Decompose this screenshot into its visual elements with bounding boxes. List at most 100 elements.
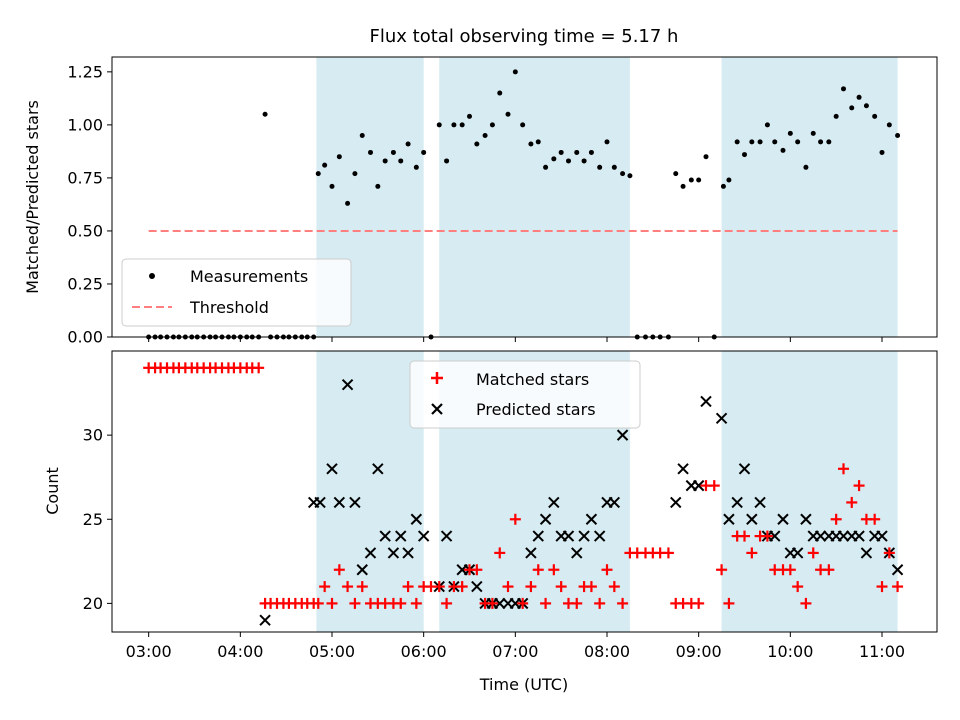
predicted-stars-point bbox=[364, 547, 377, 559]
bottom-axes-frame bbox=[111, 350, 938, 633]
y-tick-label: 20 bbox=[83, 594, 103, 613]
predicted-stars-point bbox=[769, 530, 781, 542]
predicted-stroke bbox=[314, 496, 326, 509]
matched-stars-point bbox=[471, 564, 483, 576]
measurement-point bbox=[574, 149, 580, 155]
predicted-stroke bbox=[578, 530, 590, 542]
matched-stars-point bbox=[594, 597, 606, 609]
measurement-point bbox=[588, 149, 594, 155]
x-tick-label: 08:00 bbox=[584, 642, 630, 661]
matched-stars-point bbox=[723, 597, 735, 609]
predicted-stars-point bbox=[562, 530, 575, 542]
matched-stars-point bbox=[761, 530, 773, 542]
predicted-stroke bbox=[494, 597, 506, 610]
predicted-stars-point bbox=[471, 580, 483, 593]
predicted-stars-point bbox=[715, 412, 728, 425]
top-legend-box bbox=[121, 258, 352, 327]
measurement-point bbox=[749, 139, 755, 145]
measurement-point bbox=[329, 183, 335, 189]
matched-stars-point bbox=[326, 597, 338, 609]
predicted-stars-point bbox=[692, 479, 705, 492]
measurement-point bbox=[444, 158, 450, 164]
matched-stars-point bbox=[800, 597, 812, 609]
predicted-stars-point bbox=[837, 530, 850, 542]
matched-stars-point bbox=[716, 564, 728, 576]
predicted-stroke bbox=[814, 530, 827, 542]
predicted-stars-point bbox=[754, 496, 766, 509]
legend-threshold-label: Threshold bbox=[189, 298, 269, 317]
predicted-stars-point bbox=[738, 463, 751, 475]
predicted-stroke bbox=[585, 513, 598, 525]
y-tick-label: 30 bbox=[83, 426, 103, 445]
predicted-stars-point bbox=[349, 496, 361, 509]
predicted-stroke bbox=[837, 530, 850, 542]
predicted-stroke bbox=[754, 496, 766, 509]
matched-stars-point bbox=[540, 597, 552, 609]
predicted-stroke bbox=[341, 378, 354, 391]
predicted-stroke bbox=[571, 547, 583, 559]
y-tick-label: 1.25 bbox=[67, 62, 103, 81]
predicted-stroke bbox=[372, 463, 384, 475]
predicted-stroke bbox=[417, 530, 430, 542]
predicted-stars-point bbox=[700, 395, 712, 408]
measurement-point bbox=[726, 177, 732, 183]
y-tick-label: 1.00 bbox=[67, 115, 103, 134]
top-y-axis-label: Matched/Predicted stars bbox=[23, 100, 42, 294]
matched-stars-point bbox=[853, 480, 865, 492]
legend-predicted-label: Predicted stars bbox=[476, 400, 596, 419]
predicted-stars-point bbox=[578, 530, 590, 542]
measurement-point bbox=[352, 171, 358, 177]
predicted-stroke bbox=[791, 547, 804, 559]
predicted-stroke bbox=[379, 530, 391, 542]
matched-stars-point bbox=[807, 547, 819, 559]
matched-stars-point bbox=[693, 597, 705, 609]
matched-stars-point bbox=[349, 597, 361, 609]
matched-stars-point bbox=[548, 564, 560, 576]
top-panel: 0.00 0.25 0.50 0.75 1.00 1.25 Matched/Predict… bbox=[23, 56, 938, 347]
predicted-stars-point bbox=[723, 513, 735, 525]
matched-stars-point bbox=[456, 581, 468, 593]
bottom-x-ticks: 03:00 04:00 05:00 06:00 07:00 08:00 09:00 10:00… bbox=[126, 632, 905, 661]
matched-stars-point bbox=[746, 547, 758, 559]
measurement-point bbox=[879, 149, 885, 155]
predicted-stars-point bbox=[791, 547, 804, 559]
measurement-point bbox=[720, 183, 726, 189]
measurement-point bbox=[390, 149, 396, 155]
predicted-stars-point bbox=[616, 429, 629, 441]
count-points bbox=[143, 362, 904, 626]
matched-stars-point bbox=[869, 513, 881, 525]
matched-stars-point bbox=[892, 581, 904, 593]
measurement-point bbox=[680, 183, 686, 189]
measurement-point bbox=[528, 141, 534, 147]
predicted-stroke bbox=[731, 496, 743, 509]
measurement-point bbox=[451, 122, 457, 128]
predicted-stroke bbox=[471, 580, 483, 593]
legend-measurement-marker bbox=[149, 273, 155, 279]
measurement-point bbox=[322, 162, 328, 168]
matched-stars-point bbox=[846, 496, 858, 508]
predicted-stars-point bbox=[891, 564, 904, 576]
matched-stars-point bbox=[662, 547, 674, 559]
measurement-point bbox=[826, 139, 832, 145]
predicted-stars-point bbox=[539, 513, 552, 525]
measurement-point bbox=[787, 130, 793, 136]
predicted-stroke bbox=[670, 496, 682, 509]
matched-stars-point bbox=[319, 581, 331, 593]
matched-stars-point bbox=[342, 581, 354, 593]
predicted-stroke bbox=[532, 530, 544, 542]
measurement-point bbox=[375, 183, 381, 189]
bottom-y-axis-label: Count bbox=[43, 467, 62, 515]
predicted-stars-point bbox=[333, 496, 346, 509]
measurement-point bbox=[803, 164, 809, 170]
predicted-stroke bbox=[777, 513, 789, 525]
matched-stars-point bbox=[823, 564, 835, 576]
measurement-point bbox=[262, 111, 268, 117]
measurement-point bbox=[315, 171, 321, 177]
matched-stars-point bbox=[883, 547, 895, 559]
measurement-point bbox=[895, 132, 901, 138]
x-tick-label: 10:00 bbox=[767, 642, 813, 661]
measurement-point bbox=[863, 103, 869, 109]
measurement-point bbox=[474, 141, 480, 147]
predicted-stroke bbox=[715, 412, 728, 425]
